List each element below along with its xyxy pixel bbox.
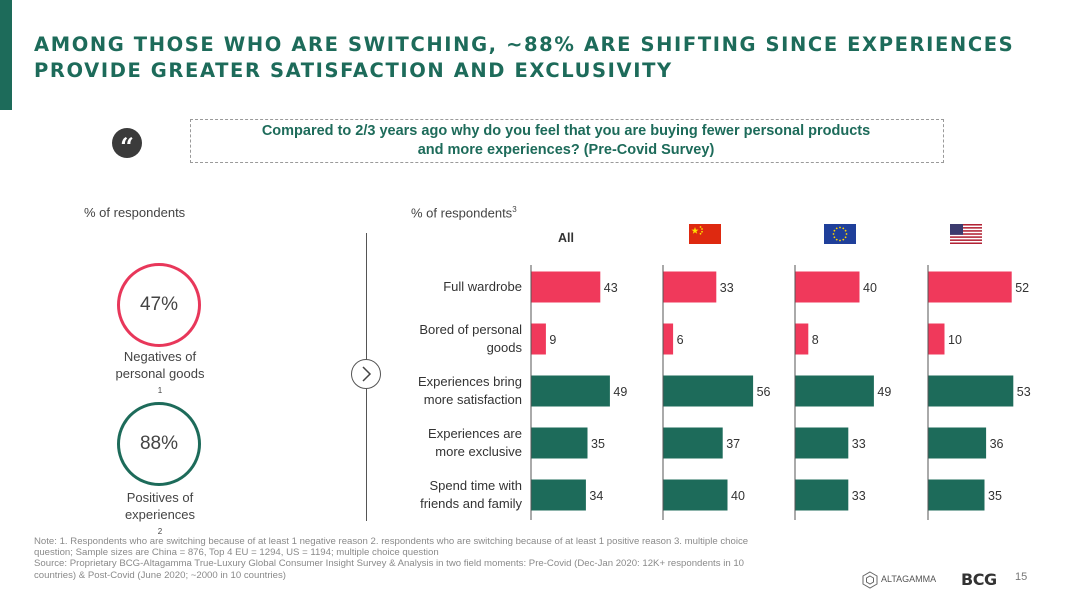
- category-label-line: goods: [487, 340, 523, 355]
- bar-value-label: 33: [852, 489, 866, 503]
- survey-question: Compared to 2/3 years ago why do you fee…: [192, 122, 940, 160]
- series-label-all: All: [558, 231, 574, 245]
- left-unit-label: % of respondents: [84, 205, 186, 220]
- category-label-line: Experiences are: [428, 426, 522, 441]
- negatives-percent-circle: 47%: [117, 263, 201, 347]
- bar-value-label: 43: [604, 281, 618, 295]
- survey-question-line-2: and more experiences? (Pre-Covid Survey): [417, 142, 715, 158]
- category-label-line: Experiences bring: [418, 374, 522, 389]
- bar-value-label: 35: [591, 437, 605, 451]
- altagamma-logo-text: ALTAGAMMA: [881, 574, 936, 584]
- quote-icon: “: [112, 128, 142, 161]
- negatives-caption-line-1: Negatives of: [123, 349, 197, 364]
- bar: [663, 427, 723, 459]
- category-label-line: Spend time with: [430, 478, 523, 493]
- category-label-line: Full wardrobe: [443, 279, 522, 294]
- category-label-line: Bored of personal: [419, 322, 522, 337]
- positives-caption: Positives of experiences 2: [96, 489, 224, 543]
- sidebar-accent-bar: [0, 0, 12, 110]
- bar: [795, 323, 809, 355]
- bar-value-label: 40: [863, 281, 877, 295]
- bar: [531, 375, 610, 407]
- footnotes: Note: 1. Respondents who are switching b…: [34, 536, 874, 581]
- bar: [795, 271, 860, 303]
- category-label: Bored of personal goods: [419, 322, 522, 355]
- right-unit-label-footnote: 3: [512, 205, 517, 214]
- category-label-line: more exclusive: [435, 444, 522, 459]
- category-label-line: friends and family: [420, 496, 522, 511]
- category-label: Spend time with friends and family: [420, 478, 522, 511]
- bar: [531, 323, 546, 355]
- bar: [663, 375, 754, 407]
- bar: [663, 479, 728, 511]
- bar-value-label: 10: [948, 333, 962, 347]
- bar: [928, 323, 945, 355]
- positives-caption-line-1: Positives of: [126, 490, 194, 505]
- bar-value-label: 49: [613, 385, 627, 399]
- bar-value-label: 9: [549, 333, 556, 347]
- bar-value-label: 34: [589, 489, 603, 503]
- footnote-line-1: Note: 1. Respondents who are switching b…: [34, 536, 749, 547]
- category-label: Experiences are more exclusive: [428, 426, 522, 459]
- bar-value-label: 53: [1017, 385, 1031, 399]
- survey-question-line-1: Compared to 2/3 years ago why do you fee…: [261, 123, 871, 139]
- bcg-logo: BCG: [961, 570, 997, 589]
- page-number: 15: [1015, 571, 1028, 583]
- bar-value-label: 8: [812, 333, 819, 347]
- bar-value-label: 52: [1015, 281, 1029, 295]
- bar: [795, 479, 849, 511]
- positives-footnote: 2: [157, 527, 163, 536]
- bar: [795, 427, 849, 459]
- chevron-right-icon: [351, 359, 381, 389]
- category-label-line: more satisfaction: [424, 392, 522, 407]
- bar-value-label: 35: [988, 489, 1002, 503]
- bar-value-label: 6: [677, 333, 684, 347]
- positives-caption-line-2: experiences: [124, 507, 196, 522]
- china-flag-icon: [689, 224, 721, 244]
- bar-value-label: 33: [720, 281, 734, 295]
- bar: [795, 375, 874, 407]
- footnote-line-2: question; Sample sizes are China = 876, …: [34, 547, 439, 559]
- altagamma-logo: ALTAGAMMA: [862, 571, 936, 589]
- bar-value-label: 37: [726, 437, 740, 451]
- bar-value-label: 40: [731, 489, 745, 503]
- bar: [531, 271, 601, 303]
- slide-title-line-2: PROVIDE GREATER SATISFACTION AND EXCLUSI…: [34, 59, 673, 82]
- bar: [663, 271, 717, 303]
- bar-value-label: 56: [757, 385, 771, 399]
- bar-value-label: 36: [990, 437, 1004, 451]
- footnote-line-4: countries) & Post-Covid (June 2020; ~200…: [34, 569, 286, 581]
- right-unit-label-text: % of respondents: [411, 205, 513, 221]
- bar: [531, 427, 588, 459]
- negatives-caption: Negatives of personal goods 1: [96, 348, 224, 402]
- category-label: Experiences bring more satisfaction: [418, 374, 522, 407]
- bar: [928, 479, 985, 511]
- us-flag-icon: [950, 224, 982, 244]
- bar: [928, 271, 1012, 303]
- bar-value-label: 33: [852, 437, 866, 451]
- bar: [663, 323, 674, 355]
- right-unit-label: % of respondents3: [411, 205, 517, 220]
- negatives-caption-line-2: personal goods: [115, 366, 205, 381]
- eu-flag-icon: [824, 224, 856, 244]
- bar: [928, 375, 1014, 407]
- category-label: Full wardrobe: [443, 279, 522, 294]
- positives-percent-circle: 88%: [117, 402, 201, 486]
- bar: [928, 427, 987, 459]
- slide-title: AMONG THOSE WHO ARE SWITCHING, ~88% ARE …: [34, 32, 1034, 84]
- footnote-line-3: Source: Proprietary BCG-Altagamma True-L…: [34, 558, 744, 570]
- question-box: [190, 119, 944, 163]
- negatives-footnote: 1: [157, 386, 163, 395]
- slide-title-line-1: AMONG THOSE WHO ARE SWITCHING, ~88% ARE …: [34, 33, 1015, 56]
- bar: [531, 479, 586, 511]
- bar-value-label: 49: [877, 385, 891, 399]
